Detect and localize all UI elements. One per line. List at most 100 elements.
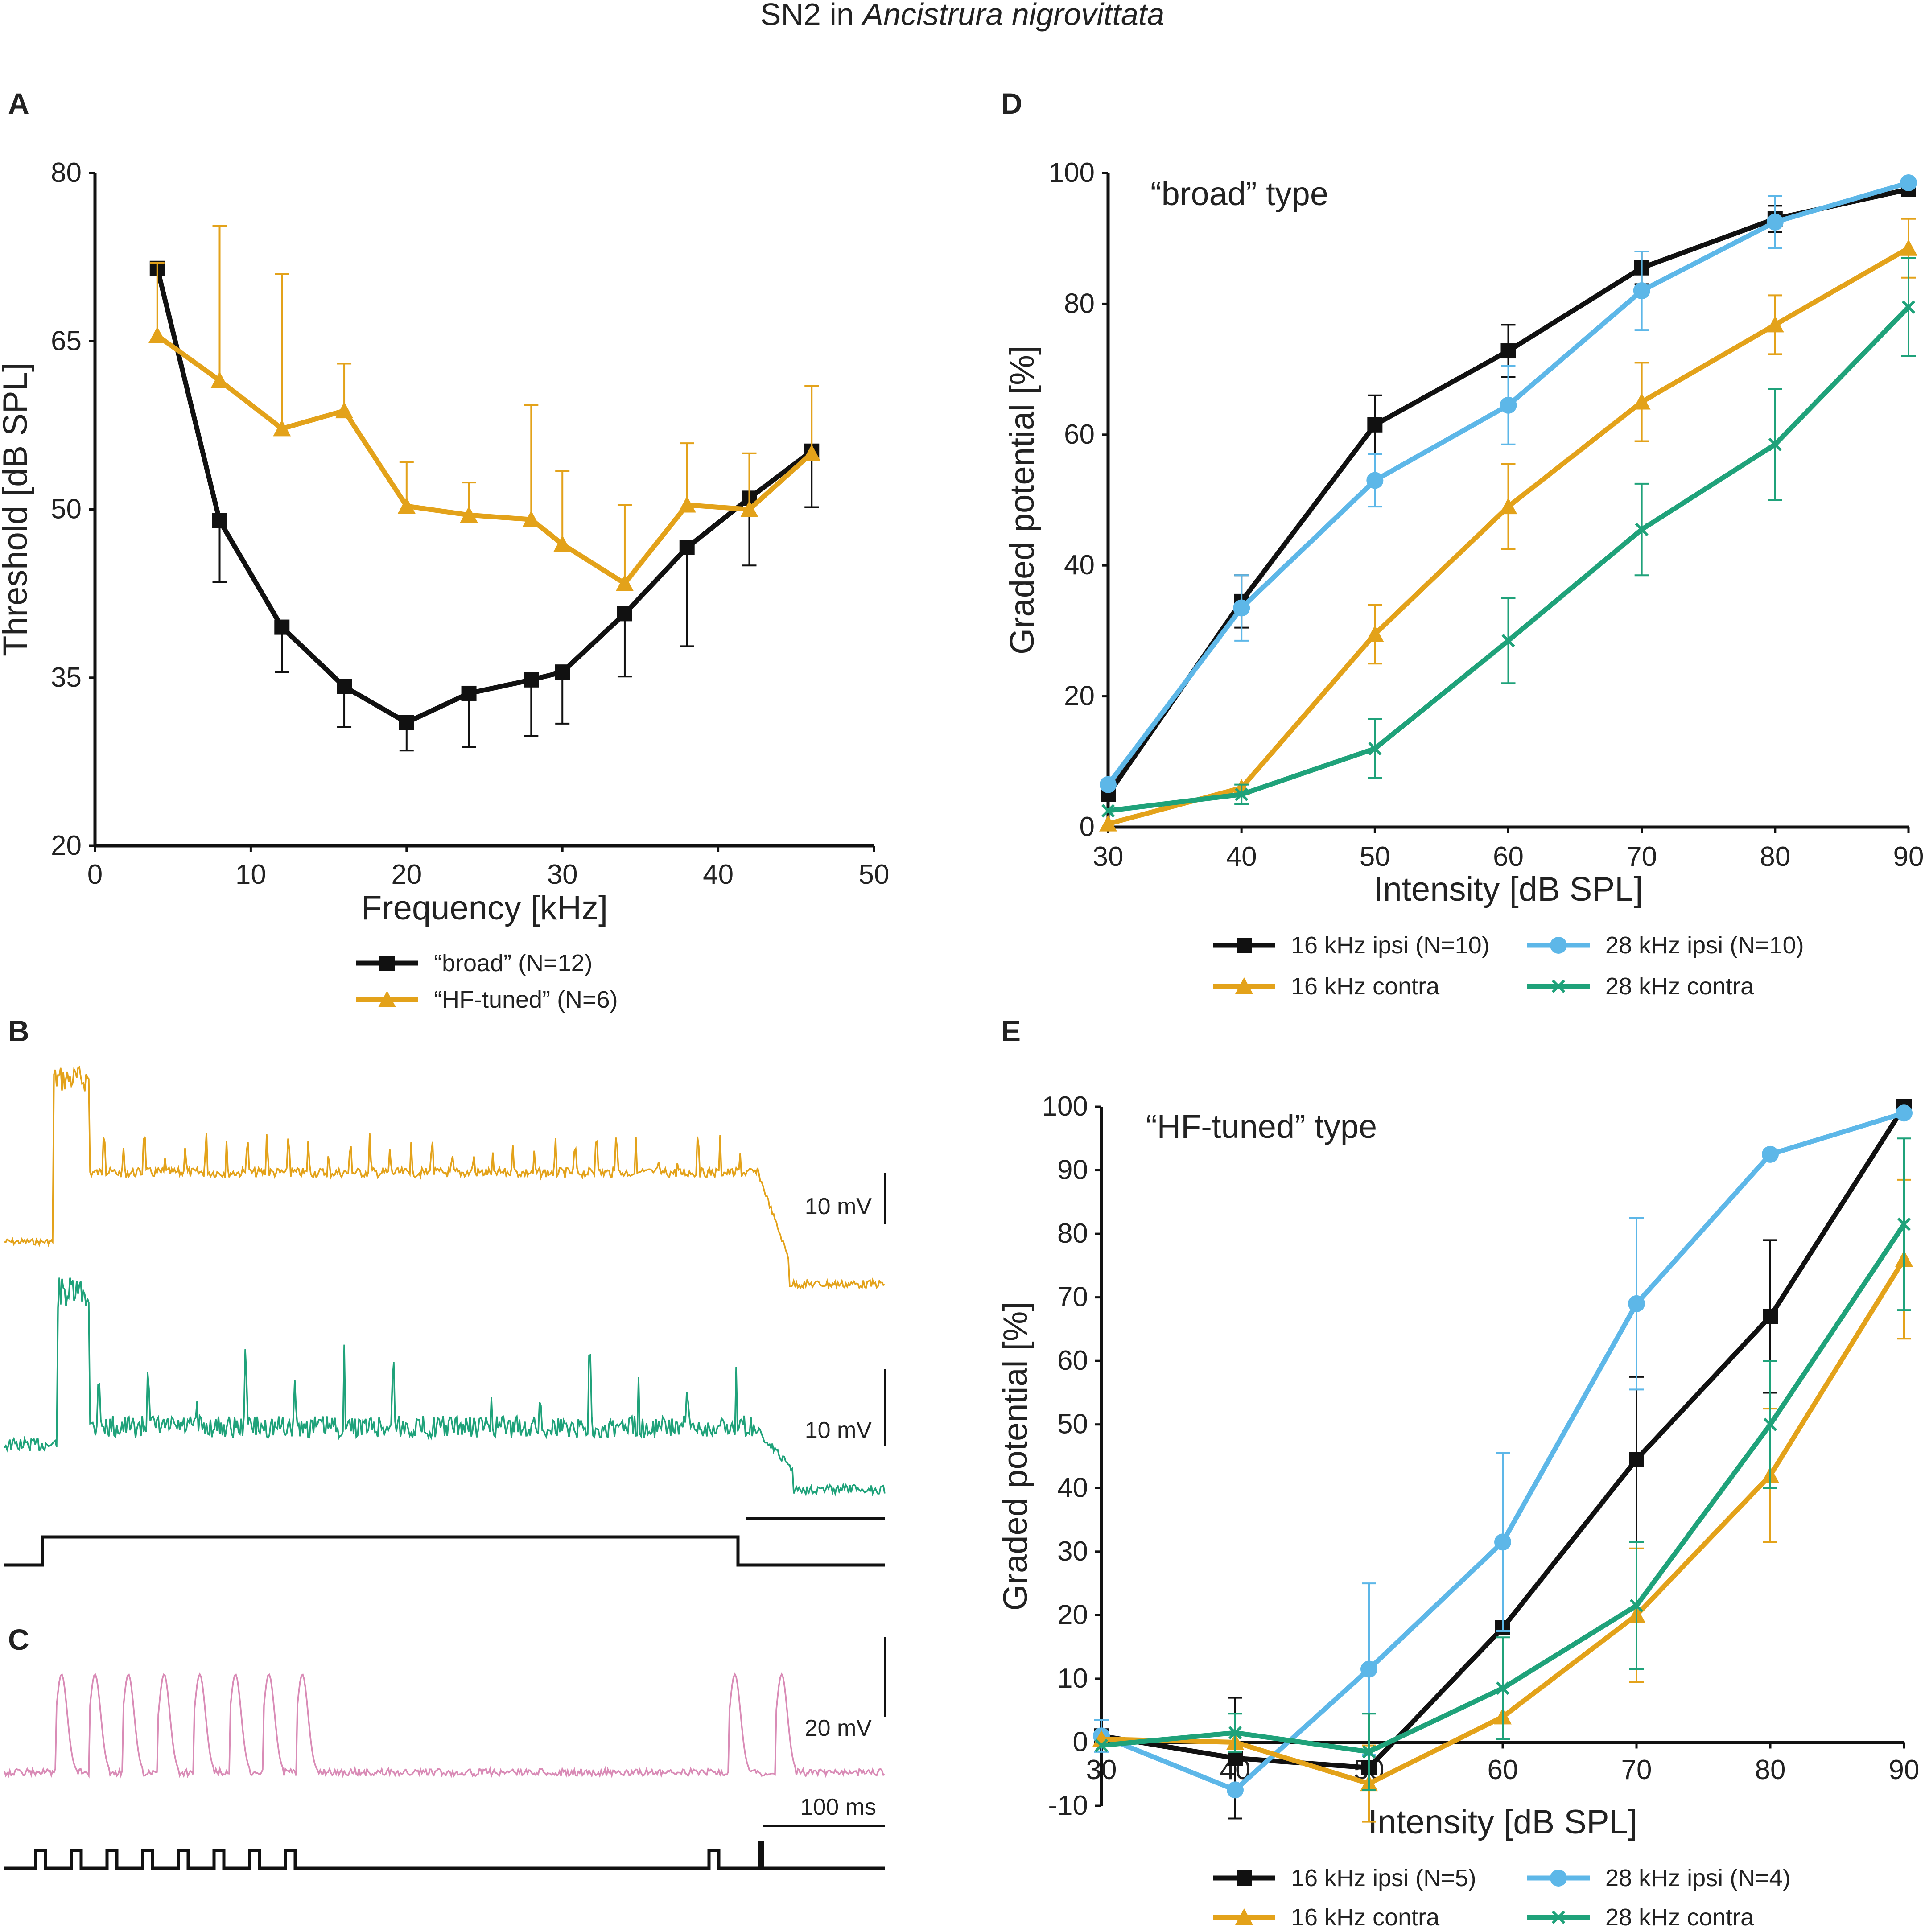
legend-swatch-marker — [1550, 1870, 1567, 1887]
data-point — [1900, 174, 1917, 192]
y-axis-title: Threshold [dB SPL] — [0, 363, 34, 656]
stimulus-c-pulse-marker — [758, 1841, 764, 1870]
y-tick-label: 0 — [1080, 812, 1095, 842]
y-tick-label: 50 — [51, 494, 82, 525]
legend-swatch-marker — [1235, 977, 1253, 994]
x-axis-title: Frequency [kHz] — [361, 889, 608, 927]
legend-label: 28 kHz ipsi (N=10) — [1605, 932, 1804, 959]
chart-hf-tuned-type-intensity: -10010203040506070809010030405060708090I… — [997, 1091, 1919, 1931]
x-tick-label: 10 — [235, 859, 266, 890]
figure-title: SN2 in Ancistrura nigrovittata — [760, 0, 1165, 32]
legend-label: 16 kHz ipsi (N=10) — [1291, 932, 1490, 959]
panel-c-recording: 20 mV 100 ms — [4, 1637, 886, 1870]
panel-label-d: D — [1001, 87, 1022, 120]
trace-orange-recording — [4, 1065, 885, 1290]
legend-item-16-khz-contra: 16 kHz contra — [1213, 1904, 1440, 1931]
data-point — [212, 513, 227, 528]
legend-item-16-khz-ipsi-n-10: 16 kHz ipsi (N=10) — [1213, 932, 1490, 959]
data-point — [1500, 396, 1517, 414]
data-point — [1100, 776, 1117, 793]
trace-pink-recording — [4, 1672, 885, 1779]
data-point — [1094, 1738, 1109, 1752]
y-tick-label: 60 — [1064, 419, 1095, 450]
data-point — [1900, 239, 1917, 256]
y-tick-label: 65 — [51, 325, 82, 356]
data-point — [522, 511, 540, 527]
data-point — [274, 619, 290, 635]
x-tick-label: 90 — [1889, 1755, 1920, 1785]
panel-label-e: E — [1001, 1014, 1021, 1047]
y-tick-label: 40 — [1064, 550, 1095, 581]
legend-item-16-khz-contra: 16 kHz contra — [1213, 973, 1440, 1000]
data-point — [337, 679, 352, 694]
data-point — [1227, 1781, 1244, 1799]
data-point — [1763, 1417, 1777, 1431]
data-point — [1768, 437, 1782, 451]
legend: 16 kHz ipsi (N=5) 28 kHz ipsi (N=4) 16 kHz… — [1213, 1865, 1791, 1931]
x-tick-label: 20 — [391, 859, 422, 890]
series-28-khz-ipsi-n-10 — [1100, 174, 1917, 793]
x-tick-label: 0 — [87, 859, 103, 890]
data-point — [740, 500, 758, 517]
panel-label-c: C — [8, 1623, 29, 1656]
data-point — [1629, 1452, 1644, 1467]
data-point — [679, 540, 695, 556]
legend-swatch-marker — [1551, 1910, 1566, 1924]
stimulus-trace-b — [4, 1535, 885, 1567]
legend-label: “broad” (N=12) — [434, 950, 593, 976]
x-tick-label: 70 — [1626, 841, 1657, 872]
legend-swatch-marker — [378, 991, 396, 1007]
y-tick-label: 50 — [1057, 1409, 1088, 1440]
y-tick-label: 20 — [1057, 1599, 1088, 1630]
panel-label-b: B — [8, 1014, 29, 1047]
legend-label: 16 kHz contra — [1291, 1904, 1440, 1931]
data-point — [1494, 1533, 1511, 1551]
chart-title: “broad” type — [1150, 175, 1328, 212]
data-point — [615, 574, 634, 591]
data-point — [553, 535, 572, 552]
data-point — [1367, 417, 1383, 433]
data-point — [524, 672, 539, 688]
scale-label-b-top: 10 mV — [805, 1194, 872, 1219]
chart-title: “HF-tuned” type — [1146, 1108, 1377, 1145]
data-point — [1366, 625, 1384, 642]
x-axis-title: Intensity [dB SPL] — [1368, 1803, 1637, 1841]
x-tick-label: 90 — [1893, 841, 1924, 872]
x-tick-label: 30 — [1086, 1755, 1117, 1785]
data-point — [1228, 1751, 1243, 1766]
data-point — [1897, 1217, 1911, 1231]
data-point — [1099, 815, 1117, 832]
data-point — [1362, 1745, 1376, 1759]
data-point — [555, 664, 570, 680]
y-tick-label: 30 — [1057, 1536, 1088, 1567]
y-tick-label: 10 — [1057, 1663, 1088, 1694]
data-point — [1635, 523, 1649, 536]
data-point — [1360, 1660, 1377, 1678]
legend-item-16-khz-ipsi-n-5: 16 kHz ipsi (N=5) — [1213, 1865, 1476, 1891]
figure-title-species: Ancistrura nigrovittata — [861, 0, 1164, 32]
legend-label: 28 kHz contra — [1605, 973, 1754, 1000]
y-tick-label: 35 — [51, 662, 82, 693]
trace-green-recording — [4, 1277, 886, 1497]
series-line — [155, 268, 813, 725]
figure-title-prefix: SN2 in — [760, 0, 863, 32]
data-point — [1233, 599, 1250, 617]
y-tick-label: 70 — [1057, 1282, 1088, 1313]
data-point — [1901, 300, 1916, 314]
x-axis-title: Intensity [dB SPL] — [1373, 870, 1643, 908]
data-point — [1762, 1145, 1779, 1163]
y-tick-label: 80 — [1064, 288, 1095, 319]
x-tick-label: 30 — [547, 859, 578, 890]
legend-item-hf-tuned-n-6: “HF-tuned” (N=6) — [356, 986, 618, 1013]
y-tick-label: 100 — [1049, 157, 1095, 188]
scale-label-b-mid: 10 mV — [805, 1417, 872, 1443]
x-tick-label: 50 — [859, 859, 890, 890]
data-point — [335, 402, 354, 419]
legend-swatch-marker — [379, 956, 395, 971]
series-line — [156, 334, 813, 586]
data-point — [1896, 1104, 1913, 1122]
data-point — [273, 420, 291, 437]
data-point — [461, 685, 477, 701]
x-tick-label: 50 — [1360, 841, 1390, 872]
